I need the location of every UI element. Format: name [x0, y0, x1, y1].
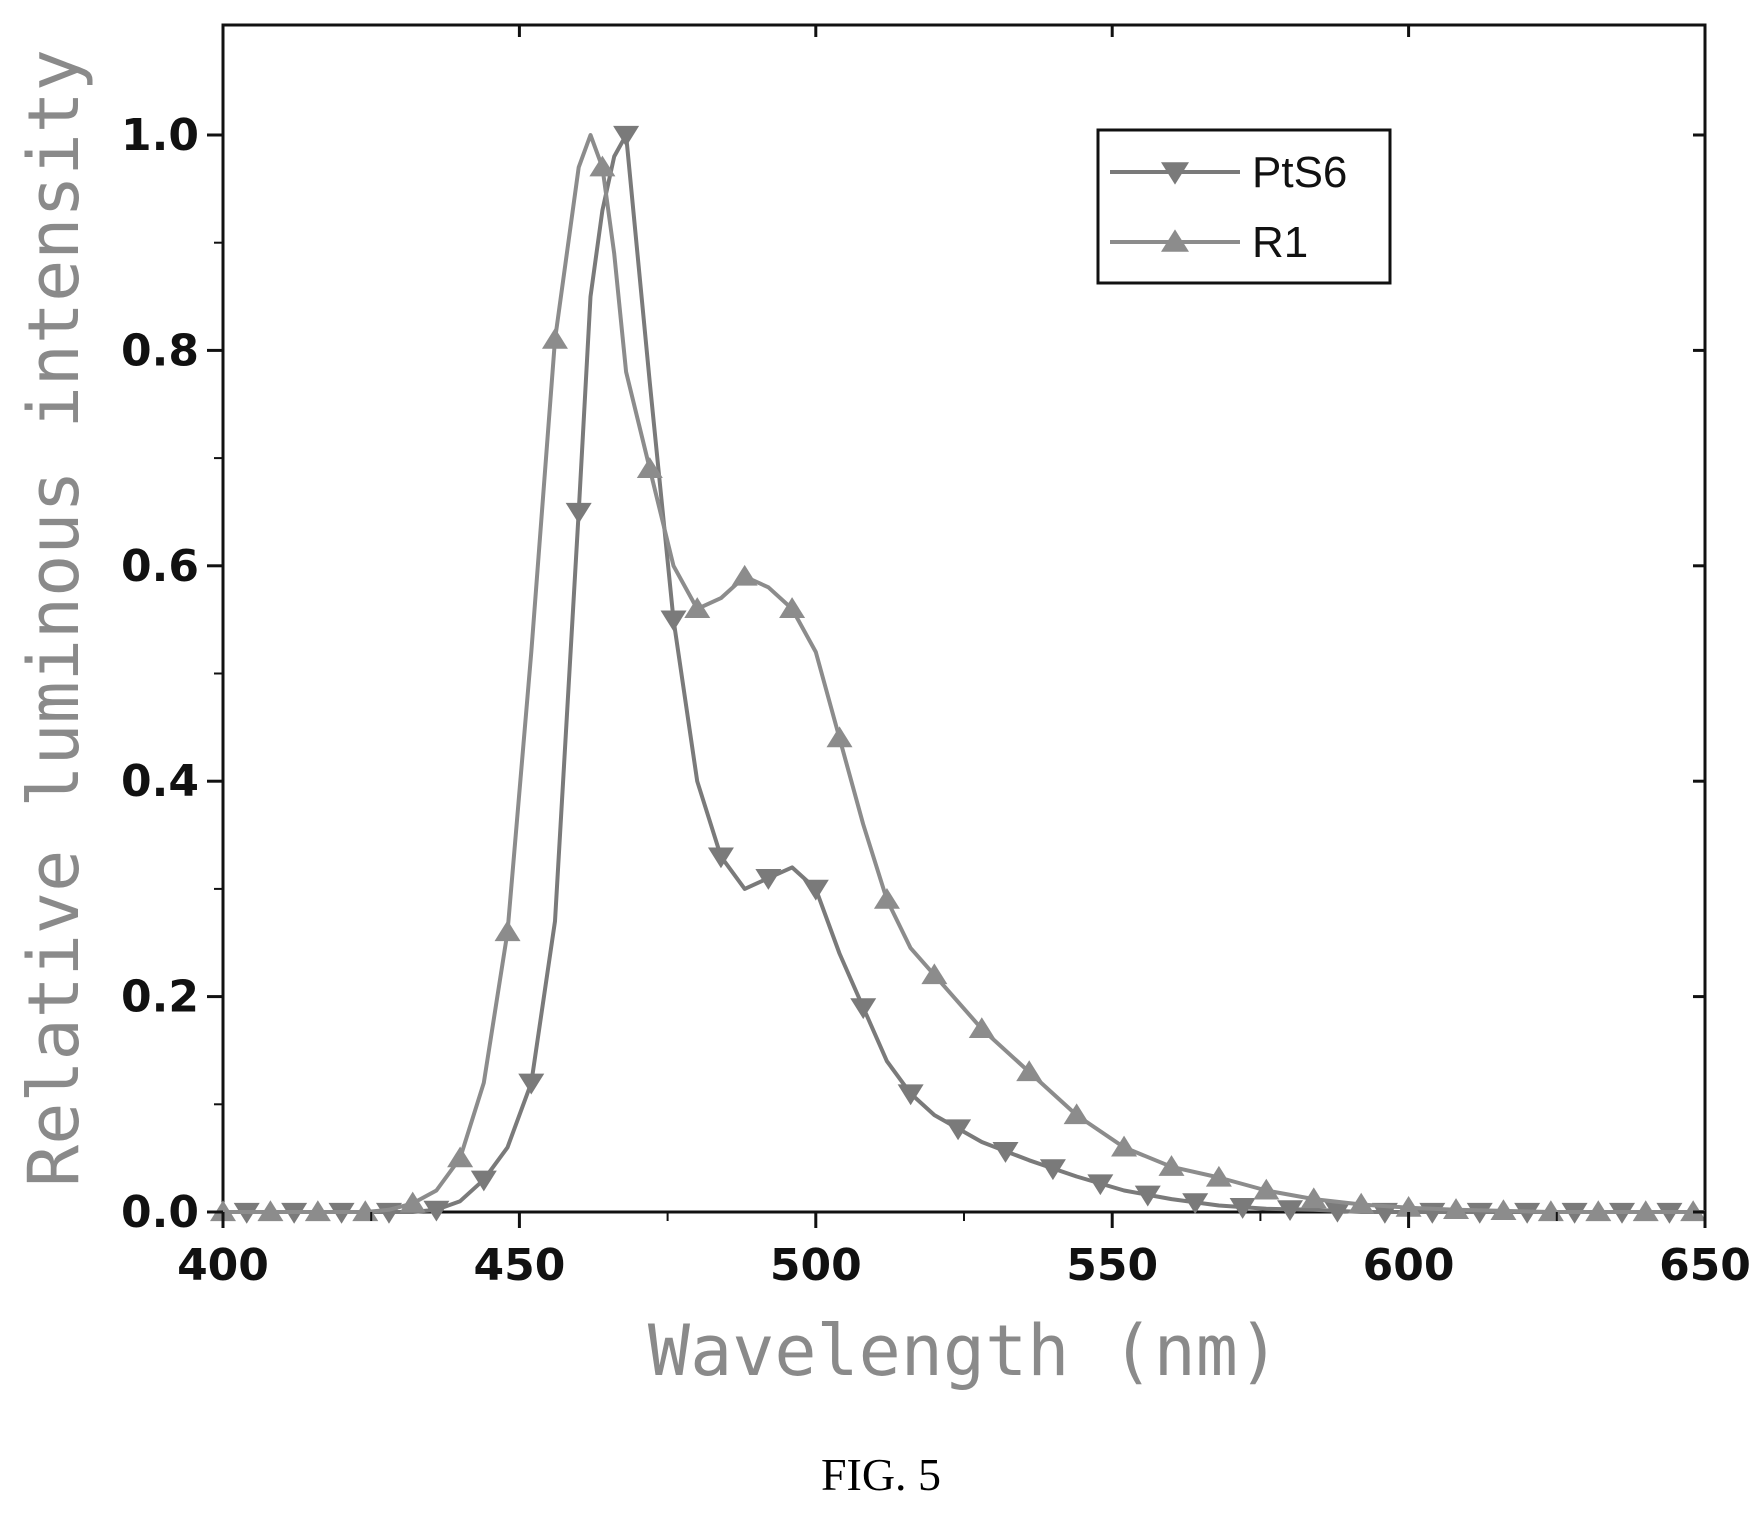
- data-point: [1348, 1192, 1375, 1214]
- data-point: [1063, 1103, 1090, 1125]
- data-point: [660, 610, 687, 632]
- data-point: [1134, 1185, 1161, 1207]
- data-point: [850, 998, 877, 1020]
- data-point: [1466, 1202, 1493, 1224]
- data-point: [1253, 1178, 1280, 1200]
- legend-entry: R1: [1110, 218, 1308, 267]
- data-point: [399, 1191, 426, 1213]
- data-point: [1158, 1155, 1185, 1176]
- data-point: [684, 597, 711, 618]
- data-point: [589, 155, 616, 177]
- legend-label: R1: [1252, 218, 1308, 267]
- data-point: [1585, 1200, 1612, 1222]
- data-point: [541, 327, 568, 349]
- data-point: [565, 502, 592, 524]
- x-tick-label: 450: [473, 1240, 565, 1291]
- y-tick-label: 0.8: [121, 325, 199, 376]
- y-tick-label: 0.4: [121, 756, 199, 807]
- y-tick-label: 1.0: [121, 110, 199, 161]
- x-tick-label: 650: [1659, 1240, 1751, 1291]
- data-point: [613, 125, 640, 147]
- legend-box: [1096, 128, 1392, 285]
- data-point: [1016, 1060, 1043, 1082]
- x-tick-label: 500: [770, 1240, 862, 1291]
- data-point: [304, 1200, 331, 1222]
- y-tick-label: 0.0: [121, 1187, 199, 1238]
- series-R1: [210, 133, 1707, 1222]
- data-point: [1490, 1199, 1517, 1221]
- x-tick-label: 400: [177, 1240, 269, 1291]
- data-point: [921, 963, 948, 985]
- data-point: [968, 1017, 995, 1039]
- data-point: [1324, 1201, 1351, 1223]
- data-point: [1087, 1174, 1114, 1196]
- data-point: [897, 1084, 924, 1106]
- data-point: [1632, 1200, 1659, 1222]
- series-line: [223, 133, 1705, 1214]
- figure-caption: FIG. 5: [820, 1449, 942, 1500]
- data-point: [826, 726, 853, 748]
- plot-area: [210, 23, 1707, 1224]
- x-tick-label: 600: [1363, 1240, 1455, 1291]
- plot-frame: [221, 23, 1707, 1214]
- data-point: [1300, 1187, 1327, 1209]
- data-point: [494, 920, 521, 942]
- data-point: [802, 879, 829, 901]
- data-point: [1229, 1198, 1256, 1219]
- data-point: [423, 1200, 450, 1222]
- data-point: [1111, 1135, 1138, 1157]
- data-point: [447, 1146, 474, 1168]
- legend-marker: [1161, 162, 1189, 185]
- data-point: [636, 457, 663, 478]
- axes-layer: 400 450 500 550 600 650 0.0 0.2 0.4 0.6 0.8 1.0: [121, 25, 1751, 1291]
- legend-marker: [1161, 229, 1189, 252]
- data-point: [992, 1142, 1019, 1163]
- data-point: [945, 1119, 972, 1141]
- data-point: [1205, 1165, 1232, 1187]
- y-axis-title: Relative luminous intensity: [13, 49, 95, 1187]
- series-line: [223, 133, 1705, 1214]
- legend-entry: PtS6: [1110, 148, 1347, 197]
- data-point: [755, 869, 782, 890]
- data-point: [873, 887, 900, 909]
- data-point: [470, 1170, 497, 1192]
- data-point: [1039, 1159, 1066, 1181]
- data-point: [779, 597, 806, 618]
- data-point: [707, 847, 734, 869]
- data-point: [731, 564, 758, 586]
- data-point: [1277, 1200, 1304, 1222]
- y-tick-label: 0.2: [121, 972, 199, 1023]
- data-point: [1443, 1198, 1470, 1219]
- data-point: [1182, 1193, 1209, 1215]
- legend-items: PtS6 R1: [1110, 148, 1347, 267]
- series-PtS6: [223, 125, 1705, 1224]
- x-axis-title: Wavelength (nm): [648, 1310, 1280, 1392]
- data-point: [518, 1073, 545, 1095]
- legend-label: PtS6: [1252, 148, 1347, 197]
- y-tick-label: 0.6: [121, 541, 199, 592]
- series-layer: [210, 125, 1707, 1224]
- legend: PtS6 R1: [1096, 128, 1392, 285]
- data-point: [1395, 1195, 1422, 1217]
- x-tick-label: 550: [1066, 1240, 1158, 1291]
- data-point: [257, 1200, 284, 1222]
